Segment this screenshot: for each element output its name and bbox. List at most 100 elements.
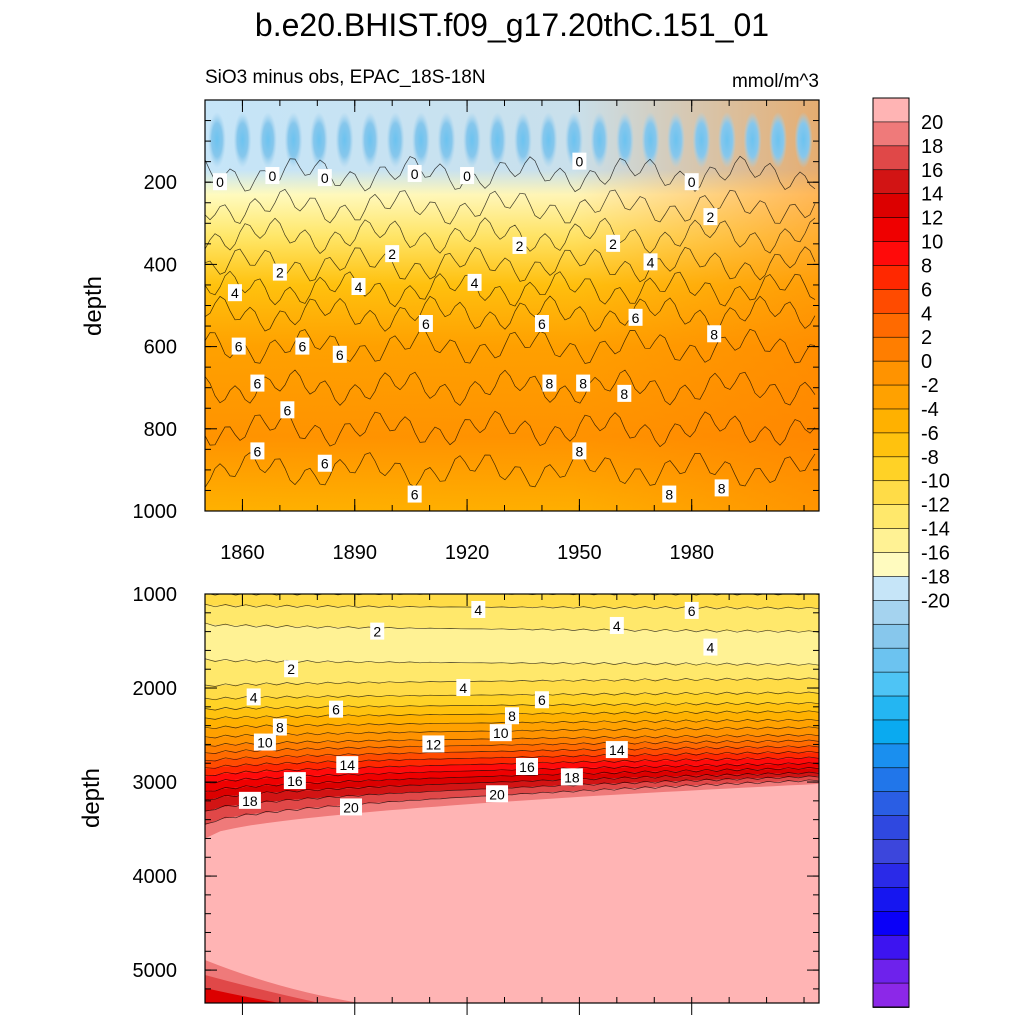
- upper-contour-label: 0: [460, 167, 475, 185]
- svg-text:2: 2: [276, 265, 284, 281]
- svg-text:18: 18: [242, 793, 258, 809]
- blue-minimum-cell: [743, 112, 762, 168]
- colorbar-label: 10: [921, 232, 943, 254]
- lower-contour-label: 12: [422, 735, 445, 753]
- upper-isoline: [205, 410, 816, 448]
- svg-text:10: 10: [257, 735, 273, 751]
- blue-minimum-cell: [361, 112, 379, 168]
- colorbar-box: [872, 121, 910, 147]
- blue-minimum-cell: [590, 112, 609, 168]
- lower-band: [205, 659, 819, 687]
- lower-isoline: [205, 726, 819, 739]
- upper-contour-label: 0: [212, 173, 227, 191]
- lower-isoline: [205, 603, 819, 610]
- lower-band: [205, 772, 819, 813]
- blue-minimum-cell: [488, 112, 507, 168]
- svg-text:8: 8: [546, 376, 554, 392]
- lower-contour-label: 6: [534, 691, 549, 709]
- svg-text:0: 0: [321, 170, 329, 186]
- colorbar-box: [872, 719, 910, 745]
- lower-isolines: [205, 594, 819, 825]
- blue-minimum-cell: [208, 112, 226, 168]
- upper-contour-label: 2: [272, 263, 287, 281]
- left-subtitle: SiO3 minus obs, EPAC_18S-18N: [205, 67, 486, 88]
- upper-isoline: [205, 328, 816, 364]
- colorbar-box: [872, 289, 910, 315]
- upper-contour-label: 6: [280, 401, 295, 419]
- upper-contour-label: 2: [606, 234, 621, 252]
- colorbar-label: -12: [921, 495, 950, 517]
- colorbar-box: [872, 360, 910, 386]
- colorbar-label: -4: [921, 399, 939, 421]
- lower-contour-label: 18: [560, 768, 583, 786]
- colorbar-box: [872, 193, 910, 219]
- colorbar-box: [872, 600, 910, 626]
- blue-minimum-cell: [310, 112, 328, 168]
- svg-text:0: 0: [268, 168, 276, 184]
- svg-text:14: 14: [609, 742, 625, 758]
- lower-contour-label: 10: [489, 724, 512, 742]
- lower-band: [205, 727, 819, 747]
- colorbar-box: [872, 934, 910, 961]
- colorbar-label: -18: [921, 566, 950, 588]
- blue-minimum-cell: [259, 112, 277, 168]
- lower-contour-label: 14: [605, 741, 628, 759]
- svg-text:2: 2: [516, 238, 524, 254]
- upper-contour-label: 8: [572, 442, 587, 460]
- svg-text:4: 4: [471, 275, 479, 291]
- upper-contour-label: 2: [703, 208, 718, 226]
- colorbar-box: [872, 336, 910, 363]
- upper-contour-label: 8: [714, 479, 729, 497]
- svg-text:2: 2: [373, 624, 381, 640]
- svg-text:6: 6: [688, 603, 696, 619]
- svg-text:4: 4: [613, 618, 621, 634]
- lower-y-axis-title: depth: [78, 768, 105, 828]
- lower-contour-label: 18: [238, 791, 261, 809]
- lower-frame: [204, 593, 820, 1004]
- upper-isoline: [205, 246, 816, 283]
- colorbar-label: 6: [921, 279, 932, 301]
- blue-minimum-cell: [437, 112, 456, 168]
- colorbar-box: [872, 767, 910, 793]
- upper-contour-label: 0: [572, 152, 587, 170]
- upper-isoline: [205, 217, 816, 255]
- lower-isoline: [205, 771, 819, 801]
- upper-y-axis-title: depth: [80, 276, 107, 336]
- colorbar-box: [872, 671, 910, 697]
- upper-isolines: [205, 155, 816, 488]
- colorbar-box: [872, 623, 910, 650]
- svg-text:4: 4: [231, 285, 239, 301]
- lower-isoline: [205, 701, 819, 711]
- svg-text:6: 6: [254, 376, 262, 392]
- colorbar: 20181614121086420-2-4-6-8-10-12-14-16-18…: [872, 97, 950, 1008]
- lower-isoline: [205, 762, 819, 784]
- svg-text:2: 2: [287, 661, 295, 677]
- lower-contour-label: 20: [340, 798, 363, 816]
- upper-isoline: [205, 270, 816, 308]
- svg-text:8: 8: [508, 708, 516, 724]
- lower-contour-label: 4: [471, 600, 486, 618]
- lower-contour-label: 2: [284, 660, 299, 678]
- lower-band: [205, 605, 819, 632]
- lower-contour-label: 6: [684, 601, 699, 619]
- lower-ticks: [204, 593, 819, 1015]
- upper-contour-label: 8: [542, 374, 557, 392]
- svg-text:4: 4: [250, 689, 258, 705]
- svg-text:6: 6: [298, 339, 306, 355]
- upper-isoline: [205, 369, 816, 406]
- lower-isoline: [205, 767, 819, 792]
- lower-band: [205, 757, 819, 784]
- figure-title: b.e20.BHIST.f09_g17.20thC.151_01: [255, 7, 769, 43]
- svg-text:6: 6: [336, 347, 344, 363]
- svg-text:6: 6: [235, 339, 243, 355]
- colorbar-box: [872, 528, 910, 554]
- svg-text:6: 6: [632, 310, 640, 326]
- svg-text:6: 6: [254, 443, 262, 459]
- colorbar-label: 18: [921, 136, 943, 158]
- lower-band: [205, 746, 819, 769]
- upper-contour-label: 6: [295, 337, 310, 355]
- svg-text:0: 0: [411, 166, 419, 182]
- colorbar-label: -16: [921, 543, 950, 565]
- svg-text:16: 16: [519, 759, 535, 775]
